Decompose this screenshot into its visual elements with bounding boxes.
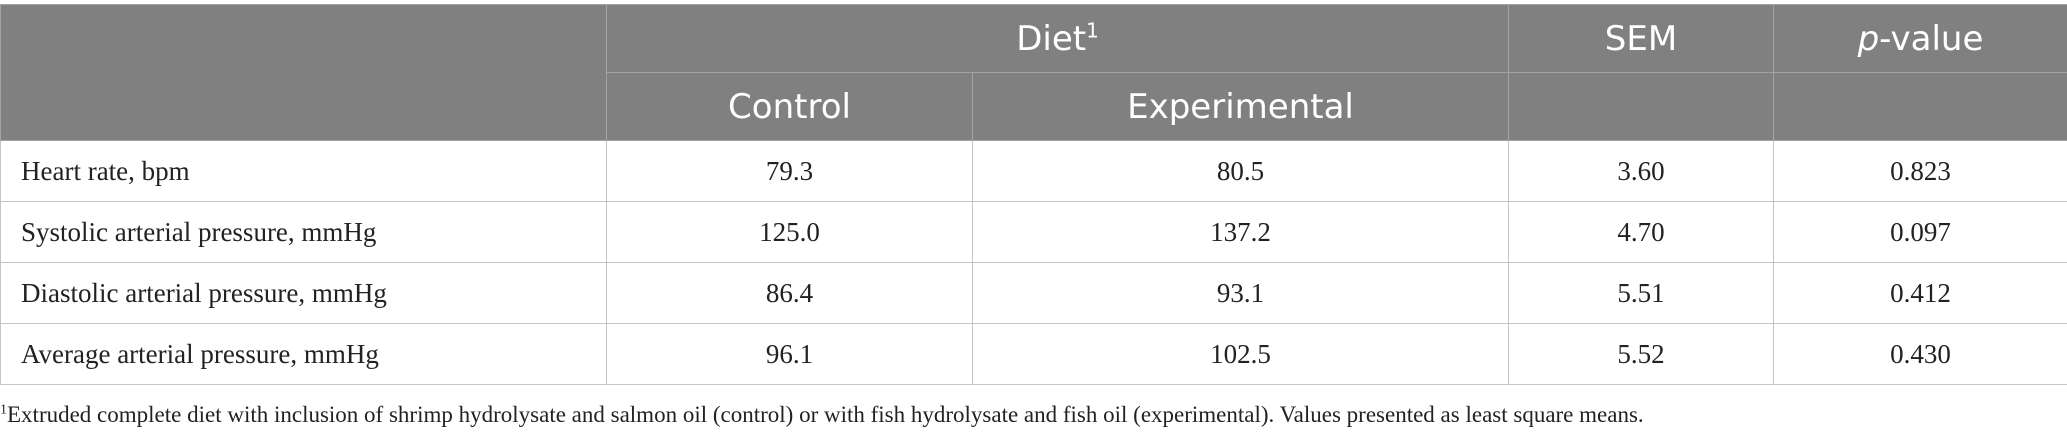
footnote-mark: 1 <box>0 402 7 418</box>
header-row-top: Diet1 SEM p-value <box>0 4 2067 141</box>
sem-value: 5.51 <box>1508 262 1774 324</box>
experimental-value: 93.1 <box>972 262 1509 324</box>
p-value: 0.412 <box>1773 262 2067 324</box>
table-header: Diet1 SEM p-value Control Experimental <box>0 4 2067 141</box>
header-sem-label: SEM <box>1604 18 1678 59</box>
header-control: Control <box>606 72 973 141</box>
p-value: 0.823 <box>1773 140 2067 202</box>
table-row: Diastolic arterial pressure, mmHg 86.4 9… <box>0 262 2067 324</box>
experimental-value: 80.5 <box>972 140 1509 202</box>
header-empty-cell <box>0 4 607 141</box>
header-sem: SEM <box>1508 4 1774 73</box>
header-diet: Diet1 <box>606 4 1509 73</box>
sem-value: 5.52 <box>1508 323 1774 385</box>
sem-value: 4.70 <box>1508 201 1774 263</box>
row-label: Diastolic arterial pressure, mmHg <box>0 262 607 324</box>
table-row: Average arterial pressure, mmHg 96.1 102… <box>0 323 2067 385</box>
control-value: 125.0 <box>606 201 973 263</box>
row-label: Average arterial pressure, mmHg <box>0 323 607 385</box>
row-label: Systolic arterial pressure, mmHg <box>0 201 607 263</box>
header-experimental: Experimental <box>972 72 1509 141</box>
header-sem-sub-empty <box>1508 72 1774 141</box>
p-value: 0.430 <box>1773 323 2067 385</box>
p-value: 0.097 <box>1773 201 2067 263</box>
header-p-italic: p <box>1857 18 1880 59</box>
table-row: Heart rate, bpm 79.3 80.5 3.60 0.823 <box>0 140 2067 202</box>
table-footnote: 1Extruded complete diet with inclusion o… <box>0 402 1644 428</box>
table-row: Systolic arterial pressure, mmHg 125.0 1… <box>0 201 2067 263</box>
row-label: Heart rate, bpm <box>0 140 607 202</box>
header-diet-footnote-mark: 1 <box>1086 18 1099 43</box>
experimental-value: 137.2 <box>972 201 1509 263</box>
control-value: 96.1 <box>606 323 973 385</box>
header-p-sub-empty <box>1773 72 2067 141</box>
sem-value: 3.60 <box>1508 140 1774 202</box>
header-row-sub: Control Experimental <box>1 72 2067 141</box>
footnote-text: Extruded complete diet with inclusion of… <box>7 402 1644 427</box>
results-table: Diet1 SEM p-value Control Experimental H… <box>0 4 2067 385</box>
table-body: Heart rate, bpm 79.3 80.5 3.60 0.823 Sys… <box>0 140 2067 385</box>
header-p-value: p-value <box>1773 4 2067 73</box>
control-value: 86.4 <box>606 262 973 324</box>
control-value: 79.3 <box>606 140 973 202</box>
header-diet-label: Diet <box>1016 18 1087 59</box>
experimental-value: 102.5 <box>972 323 1509 385</box>
header-p-suffix: -value <box>1879 18 1984 59</box>
